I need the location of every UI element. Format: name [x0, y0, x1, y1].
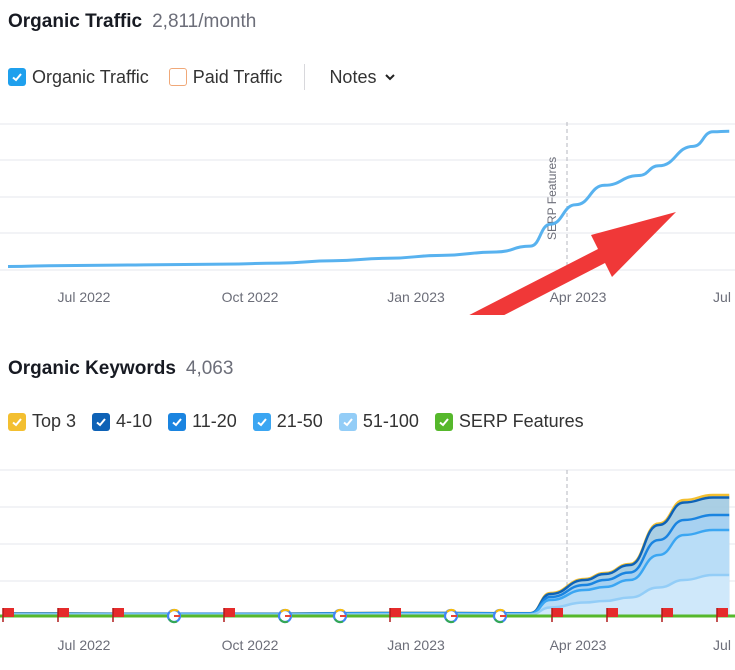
organic-keywords-chart: Jul 2022 Oct 2022 Jan 2023 Apr 2023 Jul: [0, 469, 735, 653]
legend-label: Paid Traffic: [192, 66, 283, 87]
x-axis-ticks: Jul 2022 Oct 2022 Jan 2023 Apr 2023 Jul: [58, 289, 731, 305]
x-tick-label: Oct 2022: [222, 289, 279, 305]
legend-label: Organic Traffic: [32, 66, 149, 87]
organic-traffic-chart: SERP Features Jul 2022 Oct 2022 Jan 2023 Ap…: [0, 122, 735, 315]
x-tick-label: Jul: [713, 289, 731, 305]
checkbox-checked-icon[interactable]: [92, 412, 111, 431]
organic-keywords-title: Organic Keywords 4,063: [8, 358, 233, 380]
google-icon: [277, 608, 293, 624]
keyword-areas: [7, 493, 730, 616]
legend-label: 51-100: [362, 411, 419, 431]
flag-icon: [716, 608, 728, 622]
legend-51-100[interactable]: 51-100: [338, 411, 419, 432]
flag-icon: [661, 608, 673, 622]
serp-markers: [2, 608, 728, 624]
x-tick-label: Jul 2022: [58, 289, 111, 305]
legend-divider: [304, 64, 306, 90]
organic-traffic-line: [7, 129, 730, 269]
google-icon: [492, 608, 508, 624]
organic-traffic-value: 2,811/month: [152, 11, 257, 32]
legend-label: Top 3: [32, 411, 77, 431]
checkbox-checked-icon[interactable]: [8, 68, 26, 86]
chevron-down-icon: [385, 74, 396, 81]
flag-icon: [2, 608, 14, 622]
flag-icon: [389, 608, 401, 622]
legend-paid-traffic[interactable]: Paid Traffic: [168, 66, 283, 88]
checkbox-checked-icon[interactable]: [434, 412, 453, 431]
legend-label: SERP Features: [458, 411, 584, 431]
legend-11-20[interactable]: 11-20: [168, 411, 237, 432]
traffic-legend: Organic Traffic Paid Traffic Notes: [8, 64, 396, 90]
area-51-100: [8, 575, 730, 615]
x-tick-label: Jul 2022: [58, 637, 111, 653]
x-tick-label: Apr 2023: [550, 289, 607, 305]
keywords-legend: Top 3 4-10 11-20 21-50 51-100 SERP Features: [8, 411, 600, 432]
flag-icon: [57, 608, 69, 622]
legend-organic-traffic[interactable]: Organic Traffic: [8, 67, 149, 88]
organic-traffic-title-text: Organic Traffic: [8, 11, 143, 32]
google-icon: [166, 608, 182, 624]
checkbox-checked-icon[interactable]: [338, 412, 357, 431]
google-icon: [332, 608, 348, 624]
legend-serp-features[interactable]: SERP Features: [434, 411, 584, 432]
x-tick-label: Oct 2022: [222, 637, 279, 653]
x-tick-label: Jan 2023: [387, 637, 445, 653]
legend-label: 11-20: [192, 411, 237, 431]
checkbox-unchecked-icon[interactable]: [168, 68, 187, 86]
x-axis-ticks: Jul 2022 Oct 2022 Jan 2023 Apr 2023 Jul: [58, 637, 731, 653]
x-tick-label: Jan 2023: [387, 289, 445, 305]
legend-label: 4-10: [116, 411, 153, 431]
legend-top-3[interactable]: Top 3: [8, 411, 76, 432]
x-tick-label: Jul: [713, 637, 731, 653]
legend-21-50[interactable]: 21-50: [252, 411, 323, 432]
legend-4-10[interactable]: 4-10: [92, 411, 152, 432]
flag-icon: [606, 608, 618, 622]
flag-icon: [112, 608, 124, 622]
flag-icon: [223, 608, 235, 622]
notes-label: Notes: [329, 66, 377, 87]
organic-keywords-value: 4,063: [185, 358, 234, 379]
google-icon: [443, 608, 459, 624]
arrow-annotation: [469, 212, 676, 315]
legend-label: 21-50: [276, 411, 323, 431]
x-tick-label: Apr 2023: [550, 637, 607, 653]
checkbox-checked-icon[interactable]: [8, 412, 26, 431]
serp-features-annotation: SERP Features: [545, 157, 559, 240]
flag-icon: [551, 608, 563, 622]
organic-traffic-title: Organic Traffic 2,811/month: [8, 11, 256, 33]
checkbox-checked-icon[interactable]: [252, 412, 271, 431]
organic-keywords-title-text: Organic Keywords: [8, 358, 176, 379]
checkbox-checked-icon[interactable]: [168, 412, 187, 431]
notes-dropdown[interactable]: Notes: [329, 67, 396, 88]
